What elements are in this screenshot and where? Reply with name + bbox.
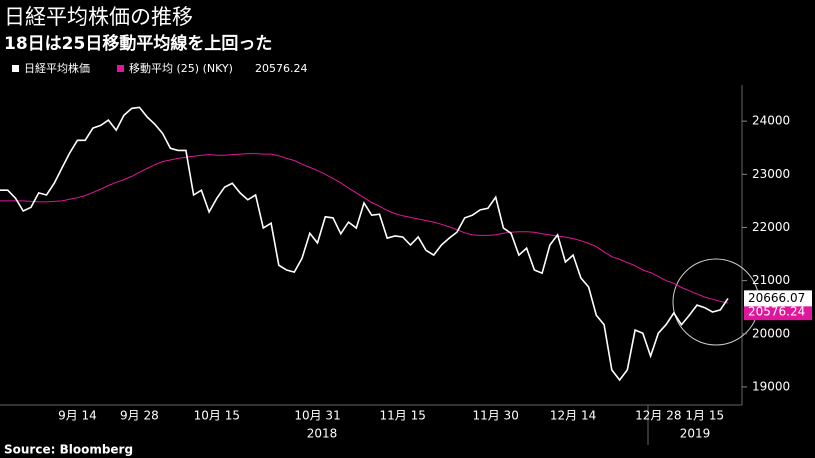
y-tick-label: 22000: [752, 220, 790, 234]
x-tick-label: 9月 14: [58, 409, 97, 423]
value-tag-label: 20666.07: [748, 291, 805, 305]
x-tick-label: 10月 15: [194, 409, 240, 423]
x-tick-label: 1月 15: [685, 409, 724, 423]
source: Source: Bloomberg: [4, 443, 133, 457]
y-tick-label: 24000: [752, 114, 790, 128]
legend-label: 移動平均 (25) (NKY): [129, 61, 233, 75]
series-line: [0, 106, 729, 382]
y-tick-label: 19000: [752, 379, 790, 393]
series-line: [0, 153, 729, 304]
legend-swatch: [117, 65, 124, 72]
chart-subtitle: 18日は25日移動平均線を上回った: [4, 33, 272, 54]
x-tick-label: 11月 30: [472, 409, 518, 423]
legend-label: 日経平均株価: [24, 61, 90, 75]
value-tag: [744, 304, 812, 321]
y-tick-label: 21000: [752, 273, 790, 287]
value-tag: [744, 290, 812, 307]
x-tick-label: 11月 15: [380, 409, 426, 423]
x-tick-label: 9月 28: [120, 409, 159, 423]
value-tag-label: 20576.24: [748, 305, 805, 319]
x-tick-label: 12月 14: [550, 409, 596, 423]
chart-title: 日経平均株価の推移: [4, 5, 193, 29]
y-tick-label: 23000: [752, 167, 790, 181]
y-tick-label: 20000: [752, 326, 790, 340]
year-label: 2018: [307, 427, 338, 441]
x-tick-label: 12月 28: [635, 409, 681, 423]
legend-value: 20576.24: [255, 62, 308, 75]
x-tick-label: 10月 31: [294, 409, 340, 423]
year-label: 2019: [680, 427, 711, 441]
legend-swatch: [12, 65, 19, 72]
